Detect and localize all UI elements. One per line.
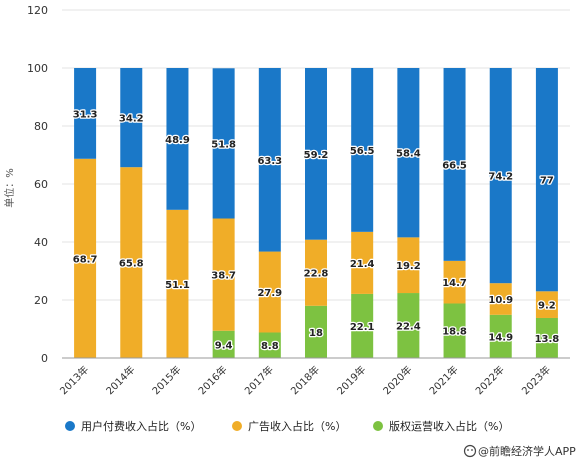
x-tick-label: 2020年 <box>380 363 414 397</box>
data-labels: 68.7 31.3 65.8 34.2 51.1 48.9 9.4 38.7 51.8 8.8 27… <box>71 108 560 353</box>
bar-segment <box>489 68 512 284</box>
data-label: 10.9 <box>488 295 513 306</box>
bar-group <box>74 68 558 358</box>
bar-segment <box>351 293 374 358</box>
y-tick-label: 40 <box>34 236 48 249</box>
data-label: 9.2 <box>538 301 556 312</box>
wechat-icon-dot <box>467 449 469 451</box>
bar-segment <box>120 167 143 358</box>
x-tick-label: 2017年 <box>242 363 276 397</box>
x-tick-label: 2015年 <box>149 363 183 397</box>
data-label: 31.3 <box>73 109 98 120</box>
data-label: 66.5 <box>442 160 467 171</box>
data-label: 14.7 <box>442 278 467 289</box>
y-tick-label: 80 <box>34 120 48 133</box>
x-tick-label: 2023年 <box>519 363 553 397</box>
legend-label: 版权运营收入占比（%） <box>389 419 509 433</box>
data-label: 22.4 <box>396 322 421 333</box>
data-label: 77 <box>540 176 554 187</box>
legend-label: 用户付费收入占比（%） <box>81 419 201 433</box>
bar-segment <box>489 314 512 358</box>
data-label: 51.1 <box>165 280 190 291</box>
bar-segment <box>351 68 374 232</box>
y-tick-label: 0 <box>41 352 48 365</box>
data-label: 63.3 <box>257 156 282 167</box>
bar-segment <box>397 237 420 294</box>
wechat-icon <box>463 444 477 458</box>
bar-segment <box>212 68 235 219</box>
data-label: 19.2 <box>396 261 421 272</box>
bar-segment <box>305 239 327 306</box>
bar-segment <box>535 68 558 292</box>
bar-segment <box>258 68 281 252</box>
bar-segment <box>120 68 143 168</box>
data-label: 14.9 <box>488 332 513 343</box>
x-tick-label: 2014年 <box>103 363 137 397</box>
data-label: 59.2 <box>304 150 329 161</box>
bar-segment <box>443 68 466 261</box>
bar-segment <box>166 68 189 210</box>
bar-segment <box>258 332 281 358</box>
bar-segment <box>212 218 235 331</box>
data-label: 8.8 <box>261 341 279 352</box>
data-label: 56.5 <box>350 146 375 157</box>
legend-marker <box>373 421 383 431</box>
y-tick-label: 100 <box>27 62 48 75</box>
data-label: 21.4 <box>350 259 375 270</box>
data-label: 22.1 <box>350 322 375 333</box>
wechat-icon-dot <box>471 449 473 451</box>
data-label: 38.7 <box>211 271 236 282</box>
legend-label: 广告收入占比（%） <box>248 419 346 433</box>
legend: 用户付费收入占比（%） 广告收入占比（%） 版权运营收入占比（%） <box>65 419 509 433</box>
x-tick-label: 2021年 <box>426 363 460 397</box>
legend-marker <box>232 421 242 431</box>
data-label: 51.8 <box>211 139 236 150</box>
bar-segment <box>489 283 512 315</box>
data-label: 9.4 <box>215 340 233 351</box>
bar-segment <box>397 293 420 358</box>
bar-segment <box>397 68 420 238</box>
bar-segment <box>443 303 466 358</box>
x-tick-label: 2018年 <box>288 363 322 397</box>
data-label: 27.9 <box>257 288 282 299</box>
data-label: 22.8 <box>304 269 329 280</box>
x-tick-label: 2022年 <box>473 363 507 397</box>
bar-segment <box>212 330 235 358</box>
y-tick-label: 120 <box>27 4 48 17</box>
legend-marker <box>65 421 75 431</box>
bar-segment <box>74 158 97 358</box>
data-label: 74.2 <box>488 172 513 183</box>
source-text: @前瞻经济学人APP <box>478 444 576 458</box>
bar-segment <box>305 305 327 358</box>
bar-segment <box>305 68 327 240</box>
data-label: 58.4 <box>396 149 421 160</box>
bar-segment <box>74 68 97 159</box>
data-label: 68.7 <box>73 254 98 265</box>
y-tick-label: 20 <box>34 294 48 307</box>
bar-segment <box>258 251 281 333</box>
data-label: 18 <box>309 328 323 339</box>
x-tick-label: 2016年 <box>195 363 229 397</box>
bar-segment <box>535 317 558 358</box>
bar-segment <box>166 209 189 358</box>
data-label: 65.8 <box>119 259 144 270</box>
bar-segment <box>443 260 466 304</box>
y-tick-label: 60 <box>34 178 48 191</box>
data-label: 34.2 <box>119 114 144 125</box>
y-axis-label: 单位：% <box>3 168 16 208</box>
bar-segment <box>351 231 374 294</box>
x-tick-label: 2019年 <box>334 363 368 397</box>
bar-segment <box>535 291 558 318</box>
data-label: 48.9 <box>165 135 190 146</box>
source-attribution: @前瞻经济学人APP <box>463 444 576 458</box>
data-label: 13.8 <box>535 334 560 345</box>
data-label: 18.8 <box>442 327 467 338</box>
x-tick-label: 2013年 <box>57 363 91 397</box>
